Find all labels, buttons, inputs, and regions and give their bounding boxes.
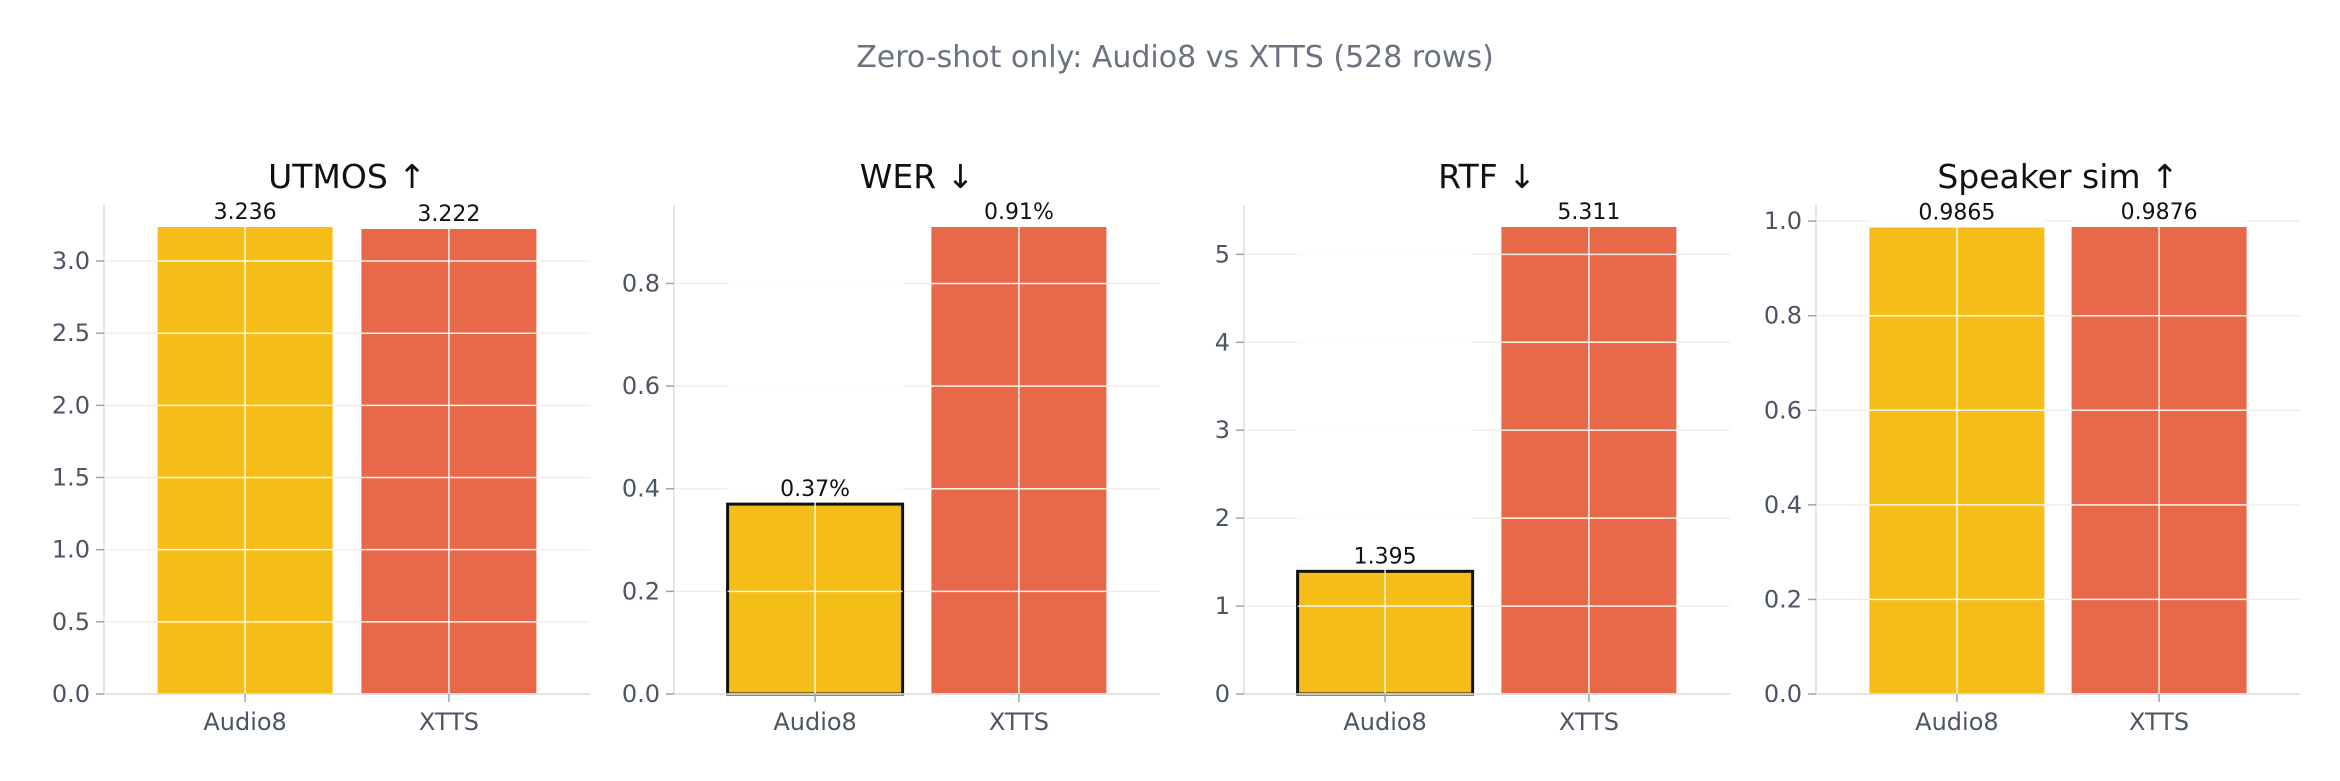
y-tick-label: 0.0 [52,680,90,708]
y-tick-label: 5 [1215,240,1230,268]
y-tick-label: 0.2 [1764,585,1802,613]
chart-panel: 0.0 0.5 1.0 1.5 2.0 2.5 3.0 Audio8 XTTS 3.236 3.22… [52,157,590,736]
y-tick-label: 0.6 [1764,396,1802,424]
y-tick-label: 1.0 [52,536,90,564]
data-label: 1.395 [1354,544,1417,569]
y-tick-label: 0.8 [622,269,660,297]
x-tick-label: Audio8 [1915,708,1998,736]
y-tick-label: 0.0 [1764,680,1802,708]
data-label: 0.9876 [2121,200,2198,225]
panel-title: UTMOS ↑ [268,157,426,196]
y-tick-label: 1 [1215,592,1230,620]
y-tick-label: 2.0 [52,391,90,419]
y-tick-label: 2.5 [52,319,90,347]
y-tick-label: 0.2 [622,577,660,605]
data-label: 5.311 [1557,200,1620,225]
y-tick-label: 0.0 [622,680,660,708]
x-tick-label: XTTS [1559,708,1619,736]
data-label: 0.37% [780,477,850,502]
y-tick-label: 2 [1215,504,1230,532]
x-tick-label: Audio8 [773,708,856,736]
x-tick-label: Audio8 [203,708,286,736]
y-tick-label: 0.6 [622,372,660,400]
y-tick-label: 0.4 [1764,491,1802,519]
chart-panel: 0.0 0.2 0.4 0.6 0.8 Audio8 XTTS 0.37% 0.91% WER ↓ [622,157,1160,736]
y-tick-label: 0.5 [52,608,90,636]
data-label: 0.91% [984,200,1054,225]
x-tick-label: XTTS [989,708,1049,736]
y-tick-label: 0 [1215,680,1230,708]
panel-title: WER ↓ [860,157,975,196]
x-tick-label: XTTS [2129,708,2189,736]
x-tick-label: XTTS [419,708,479,736]
x-tick-label: Audio8 [1343,708,1426,736]
panel-title: Speaker sim ↑ [1937,157,2178,196]
chart-suptitle: Zero-shot only: Audio8 vs XTTS (528 rows… [856,40,1494,75]
data-label: 3.236 [214,200,277,225]
y-tick-label: 1.5 [52,464,90,492]
y-tick-label: 3 [1215,416,1230,444]
y-tick-label: 1.0 [1764,207,1802,235]
y-tick-label: 0.8 [1764,302,1802,330]
y-tick-label: 0.4 [622,475,660,503]
data-label: 0.9865 [1918,201,1995,226]
panel-title: RTF ↓ [1438,157,1536,196]
panels: 0.0 0.5 1.0 1.5 2.0 2.5 3.0 Audio8 XTTS 3.236 3.22… [52,157,2300,736]
data-label: 3.222 [417,202,480,227]
y-tick-label: 4 [1215,328,1230,356]
chart-panel: 0.0 0.2 0.4 0.6 0.8 1.0 Audio8 XTTS 0.9865 0.9876… [1764,157,2300,736]
y-tick-label: 3.0 [52,247,90,275]
chart-panel: 0 1 2 3 4 5 Audio8 XTTS 1.395 5.311 RTF ↓ [1215,157,1730,736]
